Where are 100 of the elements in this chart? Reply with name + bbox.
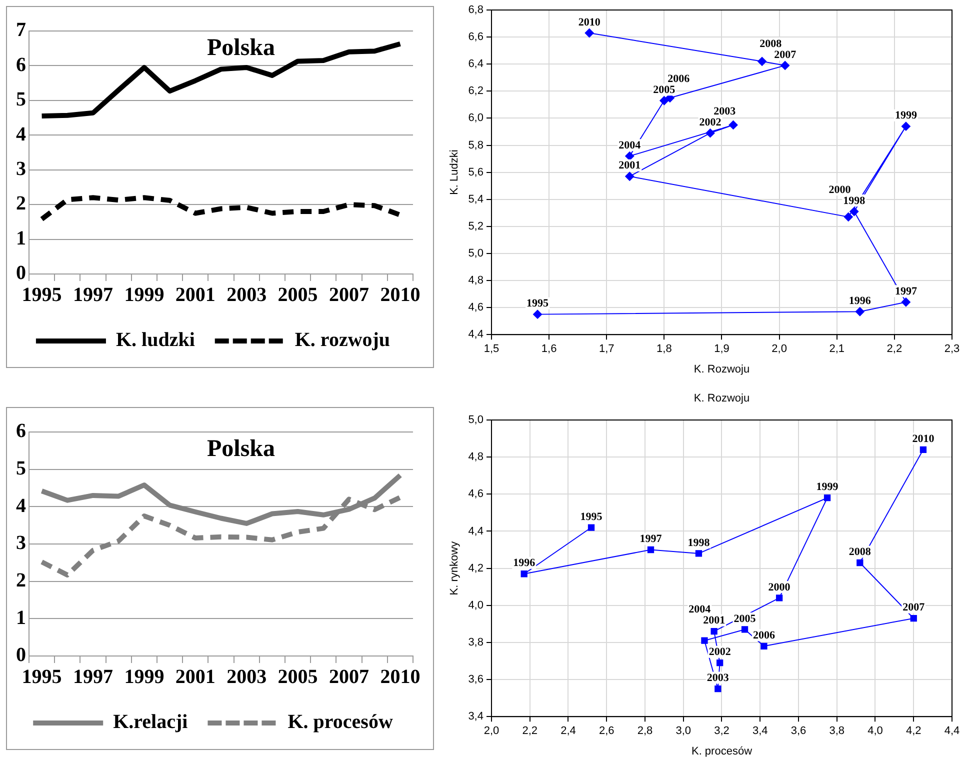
x-tick-label: 4,2 xyxy=(906,725,922,738)
y-tick-label: 2 xyxy=(16,570,26,592)
x-tick-label: 1,8 xyxy=(656,343,672,356)
x-tick-label: 3,0 xyxy=(676,725,692,738)
x-tick-label: 2,4 xyxy=(560,725,576,738)
annotation: 1996 xyxy=(513,557,536,570)
chart-title: Polska xyxy=(206,35,276,62)
x-tick-label: 1999 xyxy=(124,666,164,688)
point xyxy=(780,60,790,70)
point xyxy=(760,642,768,650)
annotation: 2004 xyxy=(688,604,712,616)
annotation: 2005 xyxy=(653,84,676,96)
annotation: 2006 xyxy=(752,630,776,642)
point xyxy=(901,298,910,307)
annotation: 2002 xyxy=(708,646,732,658)
y-tick-label: 4,6 xyxy=(468,302,484,314)
annotation: 2006 xyxy=(668,72,690,85)
annotation: 2008 xyxy=(848,546,872,558)
point xyxy=(728,120,738,130)
y-tick-label: 6,8 xyxy=(468,4,484,16)
y-tick-label: 5 xyxy=(16,88,26,111)
annotation: 2007 xyxy=(902,602,926,614)
x-axis-title: K. Rozwoju xyxy=(694,363,750,376)
annotation: 2003 xyxy=(714,105,736,118)
point xyxy=(533,310,542,319)
x-tick-label: 1999 xyxy=(124,284,164,306)
point xyxy=(710,628,718,635)
point xyxy=(758,56,767,66)
annotation: 2010 xyxy=(912,433,935,446)
point xyxy=(588,524,595,531)
y-tick-label: 5,2 xyxy=(468,220,484,232)
annotation: 2008 xyxy=(760,38,782,50)
x-tick-label: 2007 xyxy=(329,666,369,688)
x-tick-label: 2,0 xyxy=(484,725,500,738)
legend-label: K. procesów xyxy=(288,711,394,734)
point xyxy=(844,212,853,222)
y-tick-label: 3,8 xyxy=(468,636,484,648)
point xyxy=(647,546,654,554)
y-tick-label: 5,4 xyxy=(468,193,484,206)
x-tick-label: 1995 xyxy=(22,666,62,688)
y-tick-label: 1 xyxy=(16,227,26,250)
y-axis-title: K. Ludzki xyxy=(448,150,461,195)
y-tick-label: 5,0 xyxy=(468,247,484,260)
x-tick-label: 4,0 xyxy=(868,725,883,738)
y-tick-label: 6,4 xyxy=(468,58,484,70)
x-tick-label: 1997 xyxy=(73,666,113,688)
x-tick-label: 1995 xyxy=(22,284,62,306)
y-tick-label: 6,0 xyxy=(468,112,484,124)
point xyxy=(660,96,669,106)
y-tick-label: 3 xyxy=(16,158,26,180)
y-tick-label: 4,4 xyxy=(468,328,484,341)
x-tick-label: 2,1 xyxy=(829,343,845,356)
x-tick-label: 2003 xyxy=(226,666,267,688)
annotation: 1999 xyxy=(816,481,839,494)
x-tick-label: 4,4 xyxy=(944,725,960,738)
point xyxy=(741,626,748,633)
legend-label: K. rozwoju xyxy=(294,329,390,352)
annotation: 1997 xyxy=(640,533,662,546)
y-tick-label: 0 xyxy=(16,262,26,284)
x-tick-label: 2,6 xyxy=(598,725,614,738)
x-tick-label: 2,2 xyxy=(522,725,538,738)
point xyxy=(625,172,634,181)
x-tick-label: 1,6 xyxy=(541,343,557,356)
x-tick-label: 2,3 xyxy=(944,343,960,356)
y-tick-label: 5,6 xyxy=(468,166,484,178)
x-tick-label: 2007 xyxy=(329,284,369,306)
y-tick-label: 6,6 xyxy=(468,31,484,44)
y-tick-label: 3,4 xyxy=(468,710,484,723)
annotation: 1998 xyxy=(688,536,710,549)
point xyxy=(695,550,702,557)
y-axis-title: K. rynkowy xyxy=(448,540,461,596)
point xyxy=(706,128,715,138)
annotation: 2001 xyxy=(618,160,641,172)
x-tick-label: 1,9 xyxy=(714,343,730,356)
point xyxy=(901,122,910,131)
y-tick-label: 0 xyxy=(16,644,26,666)
point xyxy=(714,685,722,692)
annotation: 1998 xyxy=(843,194,866,207)
y-tick-label: 4,8 xyxy=(468,274,484,287)
point xyxy=(584,28,594,38)
y-tick-label: 2 xyxy=(16,192,26,215)
annotation: 2007 xyxy=(774,48,797,61)
x-tick-label: 3,8 xyxy=(829,725,845,738)
annotation: 2005 xyxy=(734,612,756,625)
x-tick-label: 2001 xyxy=(175,284,216,306)
y-tick-label: 4,8 xyxy=(468,451,484,464)
annotation: 2010 xyxy=(578,16,601,28)
x-tick-label: 3,2 xyxy=(714,725,730,738)
y-tick-label: 4 xyxy=(16,123,26,146)
point xyxy=(910,615,917,622)
annotation: 2002 xyxy=(699,116,722,128)
y-tick-label: 5,0 xyxy=(468,414,484,426)
x-tick-label: 2,2 xyxy=(886,343,902,356)
annotation: 1999 xyxy=(894,110,918,122)
x-tick-label: 2010 xyxy=(380,284,420,306)
x-tick-label: 2010 xyxy=(380,666,420,688)
y-tick-label: 4,6 xyxy=(468,488,484,500)
point xyxy=(855,307,864,316)
annotation: 2000 xyxy=(828,184,852,196)
x-tick-label: 1,7 xyxy=(598,343,614,356)
